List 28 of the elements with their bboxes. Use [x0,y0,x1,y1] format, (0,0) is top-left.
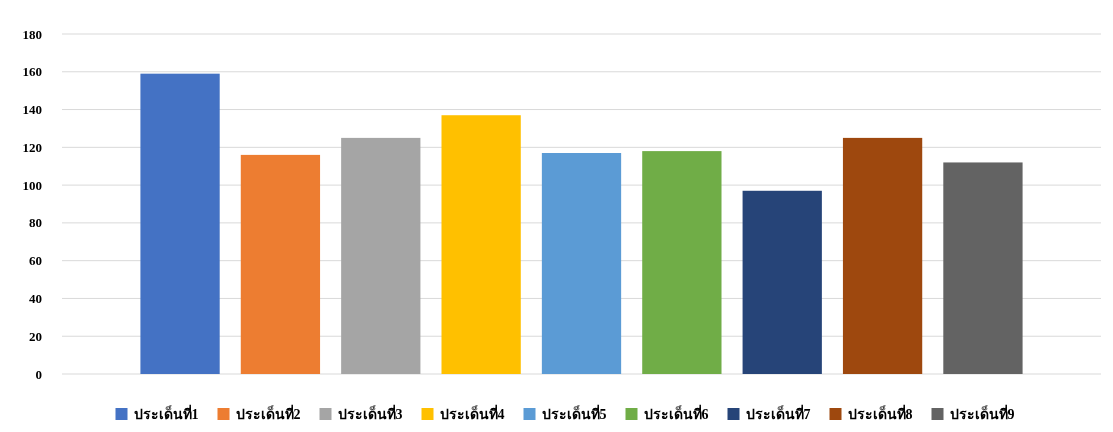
bar [742,190,822,374]
legend-label: ประเด็นที่6 [643,403,709,422]
y-tick-label: 160 [22,64,42,80]
legend-label: ประเด็นที่4 [439,403,505,422]
y-tick-label: 20 [29,328,42,344]
y-tick-label: 100 [22,177,42,193]
bar [341,137,421,374]
bar [842,137,923,374]
legend-label: ประเด็นที่9 [949,403,1015,422]
y-tick-label: 120 [22,139,42,155]
legend-label: ประเด็นที่2 [235,403,301,422]
legend-label: ประเด็นที่1 [133,403,199,422]
y-tick-label: 140 [22,102,42,118]
legend-label: ประเด็นที่7 [745,403,811,422]
y-tick-label: 80 [29,215,42,231]
y-tick-label: 40 [29,290,42,306]
bar [240,154,321,374]
legend-label: ประเด็นที่8 [847,403,913,422]
bar [140,73,220,374]
bar [943,162,1023,374]
bar [541,153,622,374]
legend-label: ประเด็นที่5 [541,403,607,422]
y-tick-label: 180 [22,26,42,42]
bar [441,115,521,374]
bar [642,151,722,374]
y-tick-label: 0 [35,366,42,382]
y-tick-label: 60 [29,253,42,269]
legend-label: ประเด็นที่3 [337,403,403,422]
